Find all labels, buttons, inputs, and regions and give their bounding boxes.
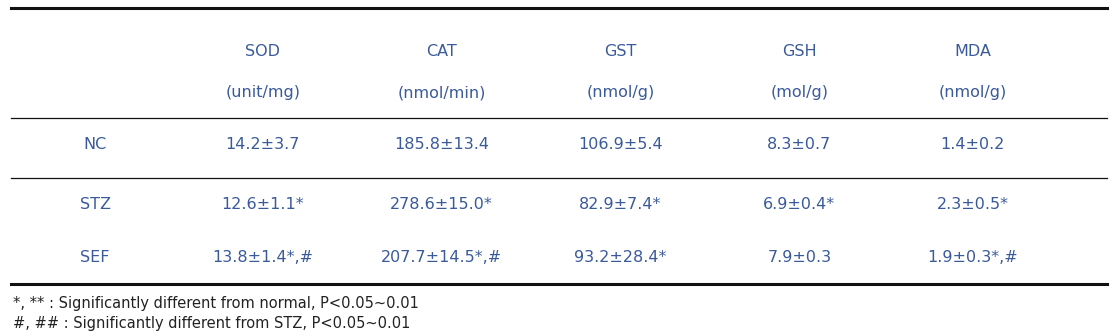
Text: GSH: GSH bbox=[783, 44, 816, 59]
Text: 14.2±3.7: 14.2±3.7 bbox=[226, 137, 300, 152]
Text: 106.9±5.4: 106.9±5.4 bbox=[578, 137, 663, 152]
Text: NC: NC bbox=[84, 137, 106, 152]
Text: STZ: STZ bbox=[79, 197, 111, 212]
Text: 2.3±0.5*: 2.3±0.5* bbox=[937, 197, 1008, 212]
Text: 82.9±7.4*: 82.9±7.4* bbox=[579, 197, 662, 212]
Text: 93.2±28.4*: 93.2±28.4* bbox=[575, 250, 666, 265]
Text: MDA: MDA bbox=[954, 44, 992, 59]
Text: 8.3±0.7: 8.3±0.7 bbox=[767, 137, 832, 152]
Text: (mol/g): (mol/g) bbox=[770, 85, 828, 101]
Text: *, ** : Significantly different from normal, P<0.05~0.01: *, ** : Significantly different from nor… bbox=[13, 296, 419, 311]
Text: CAT: CAT bbox=[426, 44, 457, 59]
Text: 1.9±0.3*,#: 1.9±0.3*,# bbox=[927, 250, 1018, 265]
Text: 6.9±0.4*: 6.9±0.4* bbox=[764, 197, 835, 212]
Text: 185.8±13.4: 185.8±13.4 bbox=[395, 137, 489, 152]
Text: (nmol/min): (nmol/min) bbox=[397, 85, 486, 101]
Text: 7.9±0.3: 7.9±0.3 bbox=[767, 250, 832, 265]
Text: 1.4±0.2: 1.4±0.2 bbox=[940, 137, 1005, 152]
Text: 207.7±14.5*,#: 207.7±14.5*,# bbox=[381, 250, 502, 265]
Text: SEF: SEF bbox=[80, 250, 110, 265]
Text: #, ## : Significantly different from STZ, P<0.05~0.01: #, ## : Significantly different from STZ… bbox=[13, 316, 410, 331]
Text: (nmol/g): (nmol/g) bbox=[938, 85, 1007, 101]
Text: 12.6±1.1*: 12.6±1.1* bbox=[221, 197, 304, 212]
Text: GST: GST bbox=[605, 44, 636, 59]
Text: 13.8±1.4*,#: 13.8±1.4*,# bbox=[212, 250, 313, 265]
Text: (unit/mg): (unit/mg) bbox=[225, 85, 301, 101]
Text: (nmol/g): (nmol/g) bbox=[586, 85, 655, 101]
Text: 278.6±15.0*: 278.6±15.0* bbox=[390, 197, 493, 212]
Text: SOD: SOD bbox=[245, 44, 281, 59]
